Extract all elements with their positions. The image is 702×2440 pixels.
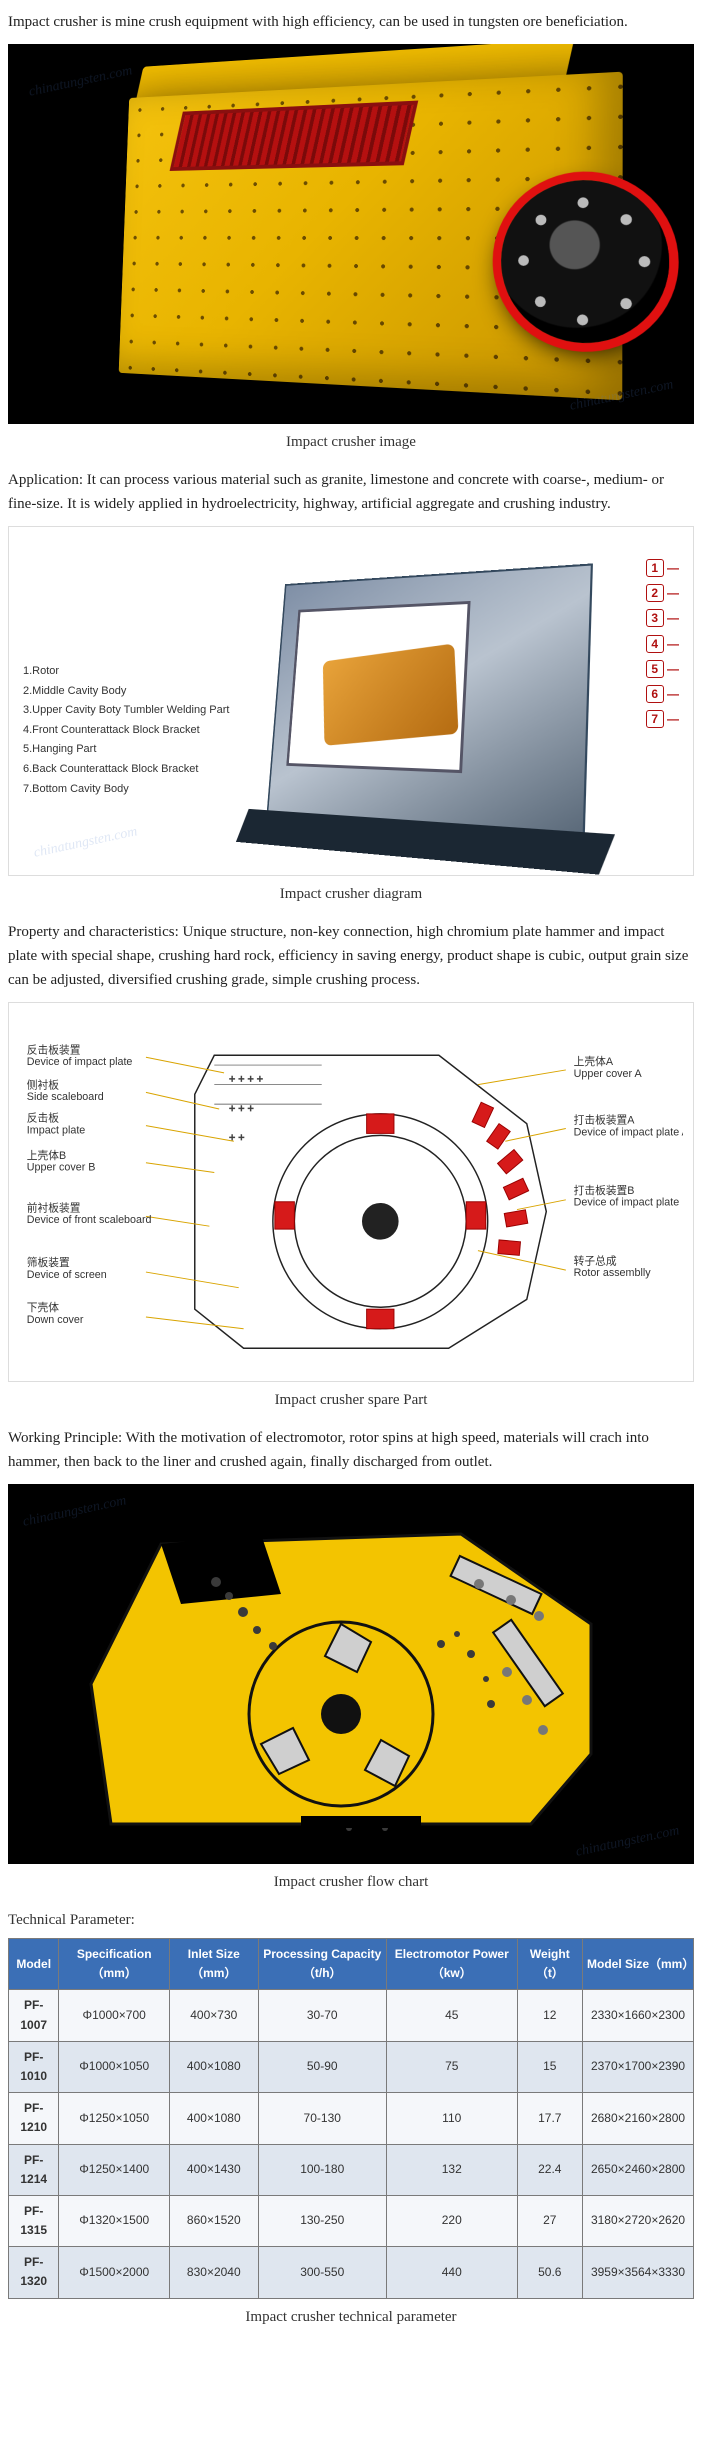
table-cell: Φ1000×1050 — [59, 2041, 170, 2092]
svg-text:转子总成: 转子总成 — [574, 1254, 617, 1267]
table-cell: 3180×2720×2620 — [583, 2195, 694, 2246]
label-left-0-cn: 反击板装置 — [27, 1043, 81, 1056]
table-cell: PF-1320 — [9, 2247, 59, 2298]
table-cell: 860×1520 — [169, 2195, 258, 2246]
svg-text:Upper cover B: Upper cover B — [27, 1162, 96, 1174]
table-cell: 2370×1700×2390 — [583, 2041, 694, 2092]
svg-text:Device of impact plate A: Device of impact plate A — [574, 1126, 683, 1138]
table-cell: 100-180 — [258, 2144, 386, 2195]
spare-part-svg: + + + + + + + + + 反击板装置 Device of impact… — [19, 1013, 683, 1371]
table-cell: PF-1214 — [9, 2144, 59, 2195]
table-cell: 27 — [517, 2195, 582, 2246]
property-paragraph: Property and characteristics: Unique str… — [8, 920, 694, 992]
table-cell: 132 — [386, 2144, 517, 2195]
table-header-cell: Weight（t） — [517, 1939, 582, 1990]
caption-fig3: Impact crusher spare Part — [8, 1388, 694, 1412]
table-cell: 15 — [517, 2041, 582, 2092]
table-cell: 400×1080 — [169, 2093, 258, 2144]
caption-fig1: Impact crusher image — [8, 430, 694, 454]
table-cell: 400×730 — [169, 1990, 258, 2041]
svg-text:Rotor assemblly: Rotor assemblly — [574, 1267, 652, 1279]
table-cell: 75 — [386, 2041, 517, 2092]
svg-text:Upper cover A: Upper cover A — [574, 1068, 643, 1080]
caption-fig4: Impact crusher flow chart — [8, 1870, 694, 1894]
label-left-0-en: Device of impact plate — [27, 1056, 133, 1068]
svg-text:Side scaleboard: Side scaleboard — [27, 1091, 104, 1103]
svg-text:+ + +: + + + — [229, 1103, 254, 1115]
table-cell: 400×1080 — [169, 2041, 258, 2092]
table-cell: 400×1430 — [169, 2144, 258, 2195]
figure-spare-part: + + + + + + + + + 反击板装置 Device of impact… — [8, 1002, 694, 1382]
table-row: PF-1007Φ1000×700400×73030-7045122330×166… — [9, 1990, 694, 2041]
table-cell: Φ1250×1400 — [59, 2144, 170, 2195]
table-header-cell: Processing Capacity（t/h） — [258, 1939, 386, 1990]
table-cell: 22.4 — [517, 2144, 582, 2195]
table-row: PF-1210Φ1250×1050400×108070-13011017.726… — [9, 2093, 694, 2144]
table-cell: PF-1210 — [9, 2093, 59, 2144]
table-cell: PF-1010 — [9, 2041, 59, 2092]
table-cell: 3959×3564×3330 — [583, 2247, 694, 2298]
svg-text:Impact plate: Impact plate — [27, 1124, 86, 1136]
table-cell: 2680×2160×2800 — [583, 2093, 694, 2144]
table-cell: Φ1000×700 — [59, 1990, 170, 2041]
svg-text:Device of impact plate B: Device of impact plate B — [574, 1197, 683, 1209]
caption-fig2: Impact crusher diagram — [8, 882, 694, 906]
svg-text:前衬板装置: 前衬板装置 — [27, 1202, 81, 1215]
table-cell: 2650×2460×2800 — [583, 2144, 694, 2195]
table-cell: 440 — [386, 2247, 517, 2298]
table-row: PF-1320Φ1500×2000830×2040300-55044050.63… — [9, 2247, 694, 2298]
diagram-legend: 1.Rotor 2.Middle Cavity Body 3.Upper Cav… — [23, 661, 229, 800]
svg-text:Device of screen: Device of screen — [27, 1269, 107, 1281]
table-header-cell: Electromotor Power（kw） — [386, 1939, 517, 1990]
caption-table: Impact crusher technical parameter — [8, 2305, 694, 2329]
table-row: PF-1010Φ1000×1050400×108050-9075152370×1… — [9, 2041, 694, 2092]
table-cell: 30-70 — [258, 1990, 386, 2041]
table-cell: 70-130 — [258, 2093, 386, 2144]
svg-text:侧衬板: 侧衬板 — [27, 1078, 59, 1091]
machine-render — [119, 72, 623, 401]
figure-flow-chart: chinatungsten.com chinatungsten.com — [8, 1484, 694, 1864]
svg-text:+ + + +: + + + + — [229, 1074, 263, 1086]
svg-text:上壳体A: 上壳体A — [574, 1055, 614, 1068]
table-row: PF-1315Φ1320×1500860×1520130-25022027318… — [9, 2195, 694, 2246]
table-cell: 50.6 — [517, 2247, 582, 2298]
svg-text:上壳体B: 上壳体B — [27, 1149, 66, 1162]
table-header-cell: Model Size（mm） — [583, 1939, 694, 1990]
table-row: PF-1214Φ1250×1400400×1430100-18013222.42… — [9, 2144, 694, 2195]
svg-text:下壳体: 下壳体 — [27, 1301, 59, 1314]
svg-text:Device of front scaleboard: Device of front scaleboard — [27, 1214, 152, 1226]
table-cell: Φ1500×2000 — [59, 2247, 170, 2298]
table-cell: 110 — [386, 2093, 517, 2144]
application-paragraph: Application: It can process various mate… — [8, 468, 694, 516]
table-header-cell: Inlet Size（mm） — [169, 1939, 258, 1990]
diagram-callout-numbers: 1 — 2 — 3 — 4 — 5 — 6 — 7 — — [646, 553, 679, 735]
table-cell: 830×2040 — [169, 2247, 258, 2298]
svg-text:打击板装置A: 打击板装置A — [574, 1114, 636, 1127]
table-cell: 45 — [386, 1990, 517, 2041]
table-cell: 2330×1660×2300 — [583, 1990, 694, 2041]
table-cell: 300-550 — [258, 2247, 386, 2298]
figure-impact-crusher-image: chinatungsten.com chinatungsten.com — [8, 44, 694, 424]
table-cell: 130-250 — [258, 2195, 386, 2246]
table-cell: 17.7 — [517, 2093, 582, 2144]
table-cell: 220 — [386, 2195, 517, 2246]
table-cell: PF-1007 — [9, 1990, 59, 2041]
table-header-cell: Model — [9, 1939, 59, 1990]
svg-text:+ +: + + — [229, 1132, 245, 1144]
table-header-cell: Specification（mm） — [59, 1939, 170, 1990]
table-cell: 50-90 — [258, 2041, 386, 2092]
svg-text:反击板: 反击板 — [27, 1112, 59, 1125]
table-cell: PF-1315 — [9, 2195, 59, 2246]
technical-parameter-label: Technical Parameter: — [8, 1908, 694, 1932]
table-cell: Φ1320×1500 — [59, 2195, 170, 2246]
svg-text:筛板装置: 筛板装置 — [27, 1256, 70, 1269]
table-cell: 12 — [517, 1990, 582, 2041]
svg-text:Down cover: Down cover — [27, 1314, 84, 1326]
svg-text:打击板装置B: 打击板装置B — [574, 1184, 635, 1197]
intro-paragraph: Impact crusher is mine crush equipment w… — [8, 10, 694, 34]
table-cell: Φ1250×1050 — [59, 2093, 170, 2144]
technical-parameter-table: ModelSpecification（mm）Inlet Size（mm）Proc… — [8, 1938, 694, 2299]
principle-paragraph: Working Principle: With the motivation o… — [8, 1426, 694, 1474]
figure-impact-crusher-diagram: 1 — 2 — 3 — 4 — 5 — 6 — 7 — 1.Rotor 2.Mi… — [8, 526, 694, 876]
